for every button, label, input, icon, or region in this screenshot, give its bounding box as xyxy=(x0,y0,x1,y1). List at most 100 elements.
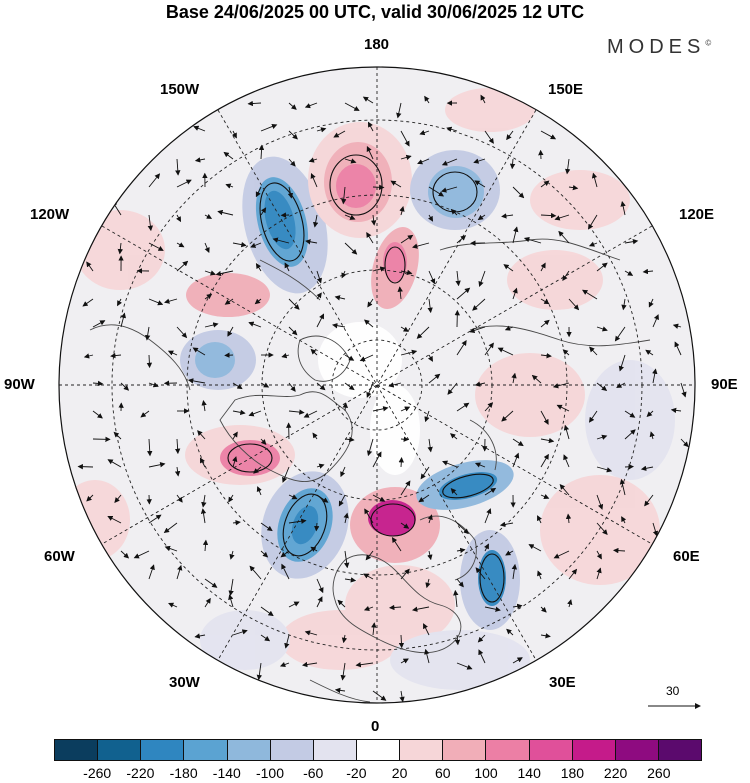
wind-vector xyxy=(253,466,262,474)
wind-vector xyxy=(511,372,517,384)
wind-vector xyxy=(621,298,627,311)
wind-vector xyxy=(645,349,654,356)
wind-vector xyxy=(260,207,267,216)
wind-vector xyxy=(563,424,570,440)
colorbar-tick-label: -260 xyxy=(83,765,112,781)
wind-vector xyxy=(175,158,181,176)
wind-vector xyxy=(148,564,155,580)
wind-vector xyxy=(649,431,655,440)
wind-vector xyxy=(316,596,323,608)
lon-label-60w: 60W xyxy=(44,548,75,565)
wind-vector xyxy=(288,409,305,415)
colorbar-cell xyxy=(140,739,184,761)
wind-vector xyxy=(344,158,357,164)
wind-vector xyxy=(187,378,206,384)
wind-vector xyxy=(284,262,290,272)
wind-vector xyxy=(372,406,389,412)
colorbar-cell xyxy=(528,739,572,761)
wind-vector xyxy=(417,158,430,165)
wind-vector xyxy=(176,494,183,503)
wind-vector xyxy=(456,578,464,588)
wind-vector xyxy=(616,382,626,388)
wind-vector xyxy=(672,323,682,329)
wind-vector xyxy=(428,270,436,285)
wind-vector xyxy=(248,410,262,417)
wind-vector xyxy=(456,287,471,300)
wind-vector xyxy=(596,567,602,580)
wind-vector xyxy=(474,180,486,188)
wind-vector xyxy=(201,400,207,412)
colorbar-tick-label: 220 xyxy=(603,765,628,781)
wind-vector xyxy=(288,518,307,524)
wind-vector xyxy=(366,232,374,244)
wind-vector xyxy=(258,144,265,160)
wind-vector xyxy=(200,508,207,524)
wind-vector xyxy=(148,173,161,188)
wind-vector xyxy=(107,459,122,468)
wind-vector xyxy=(512,287,518,300)
wind-vector xyxy=(204,270,216,276)
wind-vector xyxy=(450,433,458,440)
wind-vector xyxy=(303,410,318,418)
wind-vector xyxy=(596,466,613,473)
wind-vector xyxy=(83,353,94,359)
wind-vector xyxy=(400,406,411,412)
wind-vector xyxy=(613,547,626,554)
wind-vector xyxy=(552,382,570,389)
wind-vector xyxy=(484,487,497,496)
wind-vector xyxy=(363,573,374,580)
wind-vector xyxy=(427,514,433,524)
wind-vector xyxy=(400,130,410,147)
wind-vector xyxy=(363,605,374,611)
wind-vector xyxy=(250,242,262,248)
wind-vector xyxy=(456,522,469,535)
wind-vector xyxy=(370,214,377,226)
wind-vector xyxy=(424,410,430,423)
wind-vector xyxy=(484,543,489,552)
wind-vector xyxy=(113,431,122,440)
wind-vector xyxy=(232,382,243,390)
wind-vector xyxy=(472,298,486,311)
wind-vector xyxy=(416,326,430,339)
wind-vector xyxy=(272,237,290,244)
wind-vector xyxy=(399,206,405,216)
wind-vector xyxy=(400,658,409,664)
map-title: Base 24/06/2025 00 UTC, valid 30/06/2025… xyxy=(165,2,585,22)
wind-vector xyxy=(288,158,296,167)
wind-vector xyxy=(312,432,318,440)
wind-vector xyxy=(474,462,486,468)
wind-vector xyxy=(562,270,570,282)
lon-label-30w: 30W xyxy=(169,674,200,691)
wind-vector xyxy=(197,430,206,440)
lon-label-90e: 90E xyxy=(711,376,738,393)
colorbar-cell xyxy=(571,739,615,761)
colorbar-tick-label: 20 xyxy=(391,765,408,781)
wind-vector xyxy=(344,214,356,220)
wind-vector xyxy=(568,568,578,580)
wind-vector xyxy=(107,515,122,524)
wind-vector xyxy=(499,521,514,528)
wind-vector xyxy=(304,102,318,109)
wind-vector xyxy=(553,550,570,559)
colorbar-cell xyxy=(226,739,270,761)
wind-vector xyxy=(232,629,248,636)
wind-vector xyxy=(423,623,430,636)
wind-vector xyxy=(120,382,130,391)
wind-vector xyxy=(148,298,164,306)
wind-vector xyxy=(288,494,298,500)
wind-vector xyxy=(478,649,486,664)
wind-vector xyxy=(316,463,325,469)
wind-vector xyxy=(204,293,213,300)
wind-vector xyxy=(288,130,298,140)
wind-vector xyxy=(279,661,290,668)
wind-vector xyxy=(372,266,386,272)
wind-vector xyxy=(227,326,234,337)
colorbar-cell xyxy=(97,739,141,761)
wind-vector xyxy=(288,326,298,336)
reference-vector-label: 30 xyxy=(666,684,680,698)
colorbar-tick-label: 140 xyxy=(517,765,541,781)
wind-vector xyxy=(146,354,153,369)
wind-vector xyxy=(232,431,238,440)
wind-vector xyxy=(176,564,183,580)
wind-vector xyxy=(364,508,374,524)
